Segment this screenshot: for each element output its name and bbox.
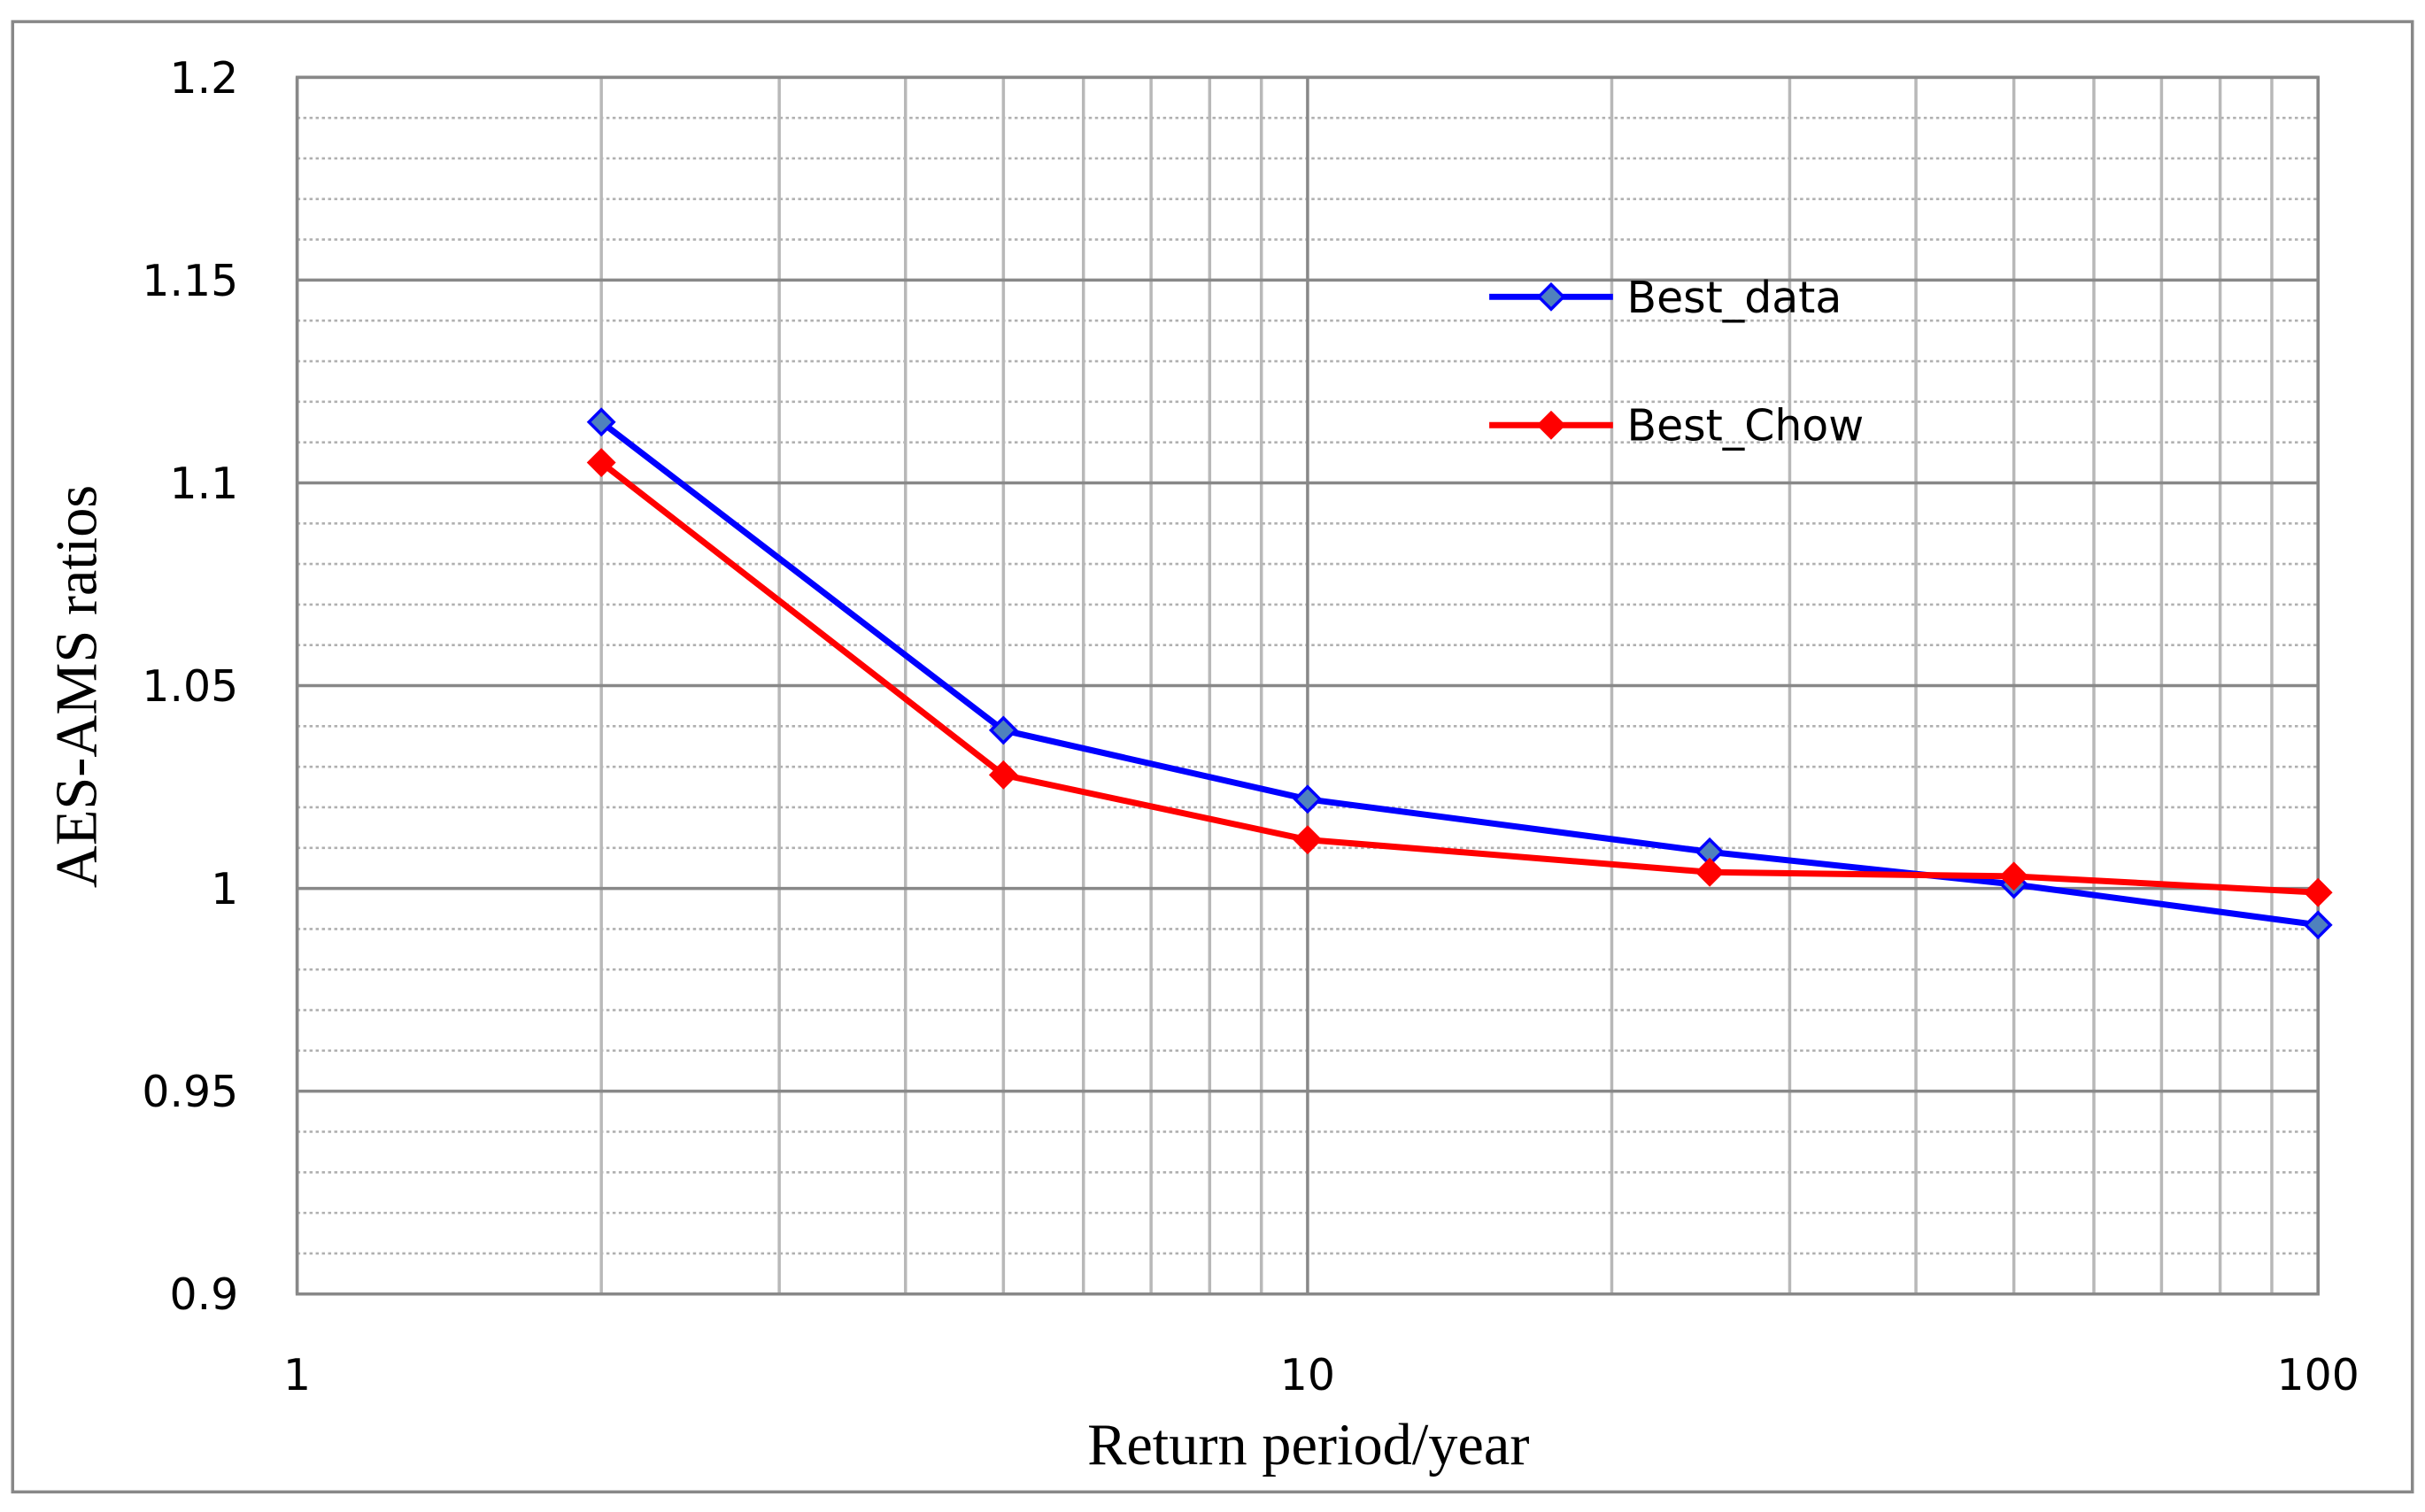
y-tick-label: 0.9 [170,1269,239,1320]
legend-label: Best_Chow [1627,401,1865,451]
x-tick-label: 10 [1280,1350,1335,1400]
data-point [1999,861,2029,891]
x-tick-label: 100 [2277,1350,2359,1400]
data-point [1695,857,1725,887]
x-axis-label: Return period/year [1087,1413,1529,1477]
y-tick-label: 1.1 [170,459,239,509]
series-line [599,419,2319,929]
data-point [1293,825,1323,855]
data-point [586,448,616,478]
data-point [1293,784,1323,814]
y-axis-label: AES-AMS ratios [45,485,110,888]
legend-marker [1536,410,1566,440]
x-tick-label: 1 [283,1350,311,1400]
data-point [988,760,1018,790]
y-tick-label: 1 [211,864,238,914]
y-tick-label: 0.95 [142,1067,238,1117]
legend-label: Best_data [1627,273,1842,323]
data-point [2303,910,2333,940]
data-point [2303,877,2333,907]
y-tick-label: 1.15 [142,256,238,306]
data-point [586,407,616,437]
data-point [988,715,1018,745]
y-tick-label: 1.2 [170,53,239,104]
legend-marker [1536,282,1566,312]
plot-border [295,75,2320,1296]
series-line [599,459,2319,896]
y-tick-label: 1.05 [142,661,238,712]
